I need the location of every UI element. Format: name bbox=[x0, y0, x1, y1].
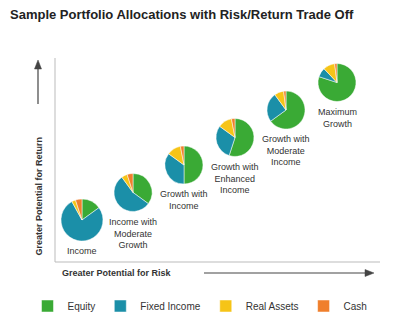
svg-text:Greater Potential for Risk: Greater Potential for Risk bbox=[62, 268, 172, 278]
svg-text:Equity: Equity bbox=[68, 301, 96, 312]
svg-text:Fixed Income: Fixed Income bbox=[140, 301, 200, 312]
svg-text:Growth withEnhancedIncome: Growth withEnhancedIncome bbox=[211, 162, 259, 195]
svg-text:Real Assets: Real Assets bbox=[246, 301, 299, 312]
svg-text:Growth withIncome: Growth withIncome bbox=[160, 189, 208, 211]
svg-text:Greater Potential for Return: Greater Potential for Return bbox=[34, 137, 44, 256]
svg-text:Cash: Cash bbox=[344, 301, 367, 312]
svg-text:Growth withModerateIncome: Growth withModerateIncome bbox=[262, 134, 310, 167]
svg-text:MaximumGrowth: MaximumGrowth bbox=[318, 107, 357, 129]
svg-text:Income: Income bbox=[67, 246, 97, 256]
svg-text:Income withModerateGrowth: Income withModerateGrowth bbox=[109, 217, 157, 250]
svg-text:Sample Portfolio Allocations w: Sample Portfolio Allocations with Risk/R… bbox=[10, 7, 354, 22]
